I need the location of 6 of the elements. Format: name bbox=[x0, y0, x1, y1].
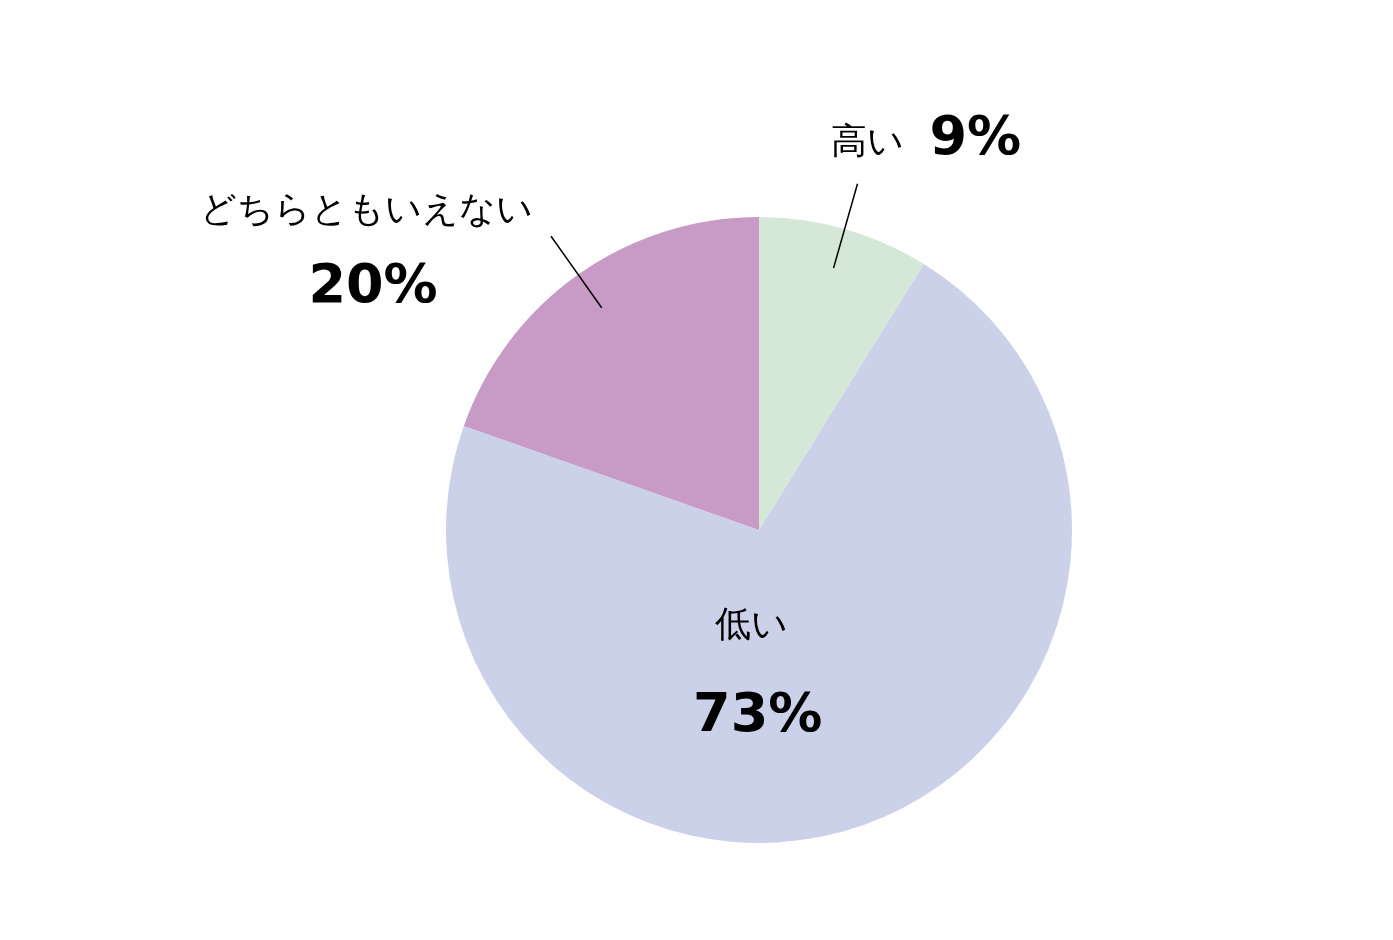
data-label: 9% bbox=[929, 103, 1022, 167]
slice-label: どちらともいえない bbox=[199, 187, 533, 229]
slice-label: 低い bbox=[715, 603, 789, 645]
slice-label: 高い bbox=[830, 120, 904, 162]
data-label: 73% bbox=[693, 681, 823, 745]
data-label: 20% bbox=[308, 252, 438, 316]
